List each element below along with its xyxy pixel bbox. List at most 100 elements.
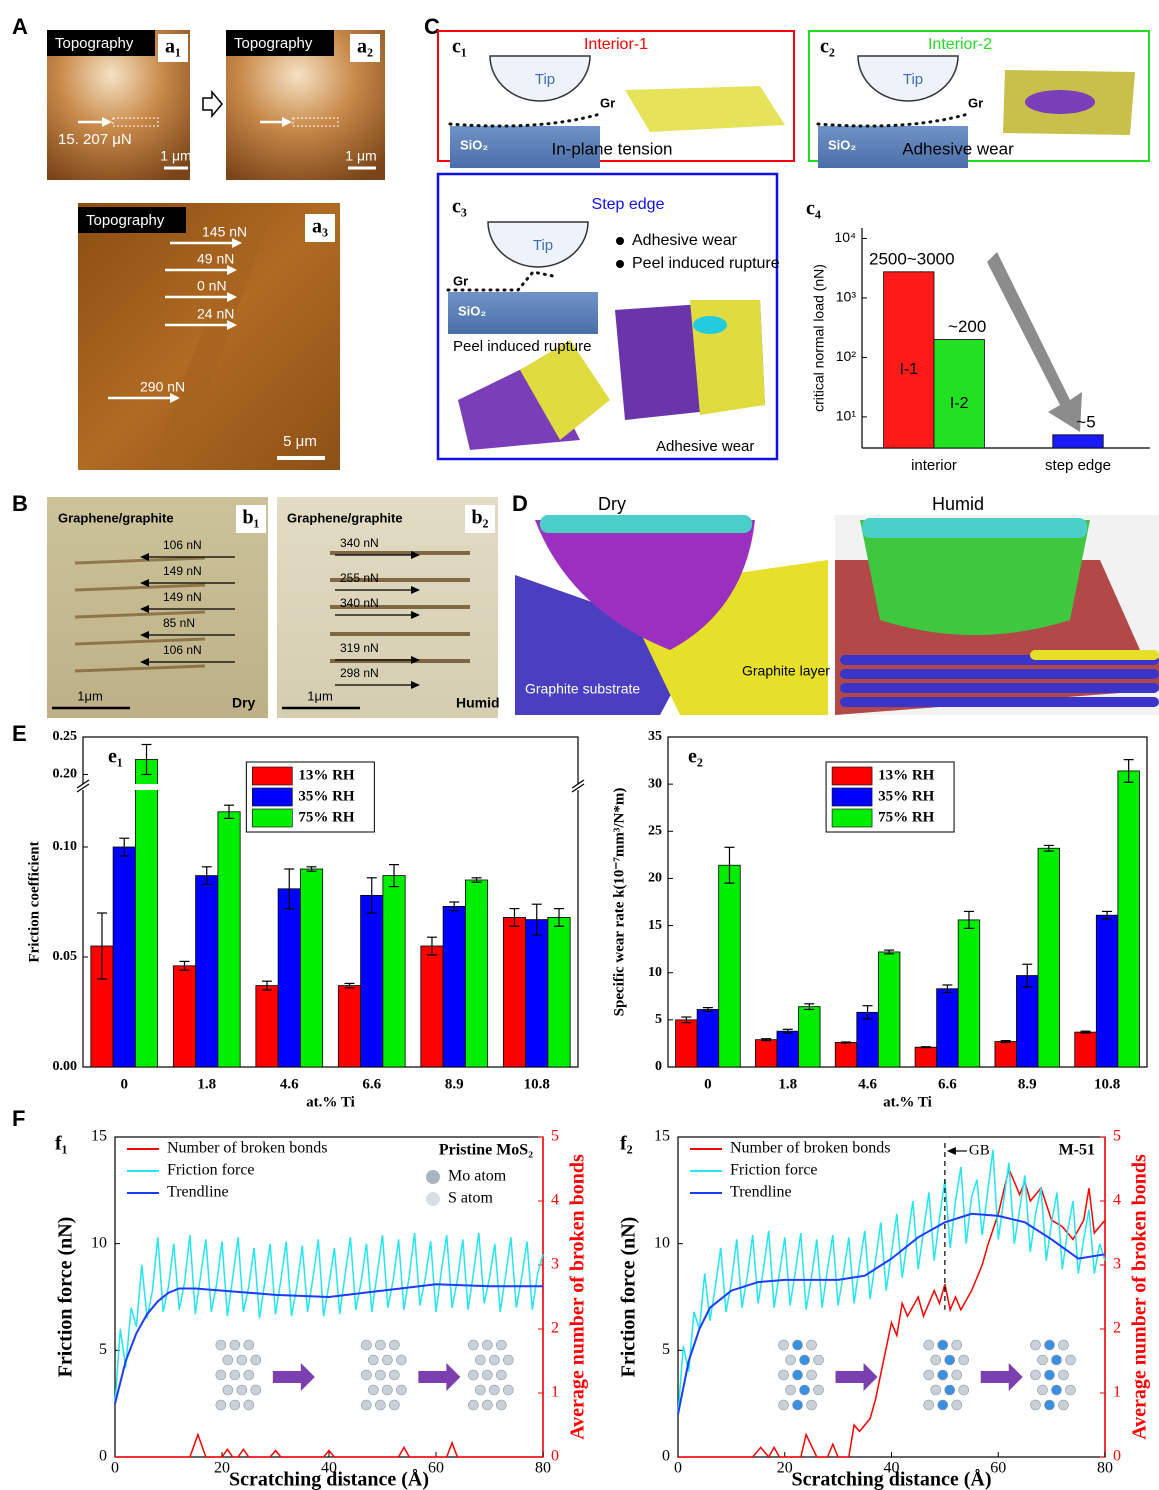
y2-axis-label: Average number of broken bonds [567,1154,589,1440]
bar [934,340,984,448]
bar [256,986,278,1067]
atom-sketch [807,1370,817,1380]
legend-label: Friction force [167,1162,255,1179]
y-tick-label: 35 [648,729,662,744]
sub-label: e₂ [688,746,703,768]
bar [878,952,900,1067]
bar [1096,915,1118,1067]
y-axis-label: Specific wear rate k(10⁻⁷mm³/N*m) [611,788,627,1017]
y-tick-label: 10¹ [836,408,857,424]
atom-sketch [952,1370,962,1380]
bar [937,989,959,1067]
graphite-layer [1030,650,1159,660]
atom-sketch [952,1340,962,1350]
atom-sketch [1030,1400,1040,1410]
bar [196,876,218,1067]
x-tick-label: 10.8 [1094,1076,1120,1092]
page: { "panel_labels": ["A", "B", "C", "D", "… [0,0,1159,1490]
legend-swatch [252,809,292,827]
atom-sketch [251,1355,261,1365]
atom-sketch [382,1355,392,1365]
y-tick-label: 0.10 [53,839,78,854]
y-tick-label: 10³ [836,289,857,305]
image-title: Topography [86,212,165,229]
label: 1μm [77,688,103,703]
atom-sketch [475,1355,485,1365]
atom-sketch [1051,1355,1061,1365]
bar [676,1020,698,1067]
tip-cap [862,518,1087,538]
y-tick-label: 5 [655,1012,662,1027]
atom-sketch [251,1385,261,1395]
atom-sketch [1044,1370,1054,1380]
y-tick-label: 0 [662,1448,670,1465]
label: Dry [232,695,256,711]
atom-sketch [482,1400,492,1410]
atom-sketch [361,1370,371,1380]
atom-sketch [503,1355,513,1365]
x-tick-label: 6.6 [362,1076,381,1092]
bullet [616,237,624,245]
x-tick-label: 10.8 [524,1076,550,1092]
bar [697,1009,719,1067]
y2-tick-label: 1 [1113,1384,1121,1401]
label: Adhesive wear [632,232,738,249]
atom-sketch [959,1355,969,1365]
atom-sketch [382,1385,392,1395]
legend-label: 75% RH [878,809,935,825]
atom-sketch [482,1370,492,1380]
y-tick-label: 15 [654,1128,670,1145]
y2-tick-label: 4 [1113,1192,1121,1209]
figure: ABCDEFTopographya₁15. 207 μN1 μmTopograp… [0,0,1159,1490]
bar [361,895,383,1067]
legend-label: Trendline [167,1184,229,1201]
y2-tick-label: 2 [551,1320,559,1337]
x-tick-label: 80 [1097,1460,1113,1477]
label: 145 nN [202,224,247,240]
atom-sketch [468,1400,478,1410]
x-axis-label: Scratching distance (Å) [792,1468,992,1490]
atom-sketch [468,1370,478,1380]
atom-sketch [779,1370,789,1380]
graphite-sheet [840,669,1159,679]
label: 49 nN [197,251,234,267]
legend-swatch [832,788,872,806]
label: 85 nN [163,616,195,630]
atom-sketch [216,1340,226,1350]
bar [1118,771,1140,1067]
sub-label: f₂ [620,1133,633,1155]
atom-legend [426,1170,440,1184]
x-tick-label: 20 [214,1460,230,1477]
y-tick-label: 0 [99,1448,107,1465]
bar [526,920,548,1067]
y-tick-label: 15 [648,918,662,933]
bar-label: I-1 [899,361,918,378]
x-tick-label: step edge [1045,457,1111,474]
bar [421,946,443,1067]
sub-label: e₁ [108,746,123,768]
y-tick-label: 25 [648,824,662,839]
x-axis-label: at.% Ti [306,1094,355,1110]
atom-sketch [389,1340,399,1350]
bar [1053,435,1103,448]
label: 24 nN [197,306,234,322]
y-tick-label: 10² [836,348,857,364]
y-tick-label: 10 [654,1234,670,1251]
atom-sketch [793,1370,803,1380]
y-tick-label: 10 [648,965,662,980]
label: 340 nN [340,536,379,550]
bar [383,876,405,1067]
x-axis-label: Scratching distance (Å) [229,1468,429,1490]
legend-label: Number of broken bonds [730,1140,890,1157]
atom-sketch [945,1385,955,1395]
atom-sketch [389,1400,399,1410]
legend-label: 13% RH [878,767,935,783]
label: 255 nN [340,571,379,585]
bar [173,966,195,1067]
atom-sketch [807,1340,817,1350]
x-axis-label: at.% Ti [883,1094,932,1110]
error-bar [921,1047,931,1048]
label: Graphene/graphite [287,510,403,525]
atom-sketch [1037,1385,1047,1395]
atom-sketch [959,1385,969,1395]
